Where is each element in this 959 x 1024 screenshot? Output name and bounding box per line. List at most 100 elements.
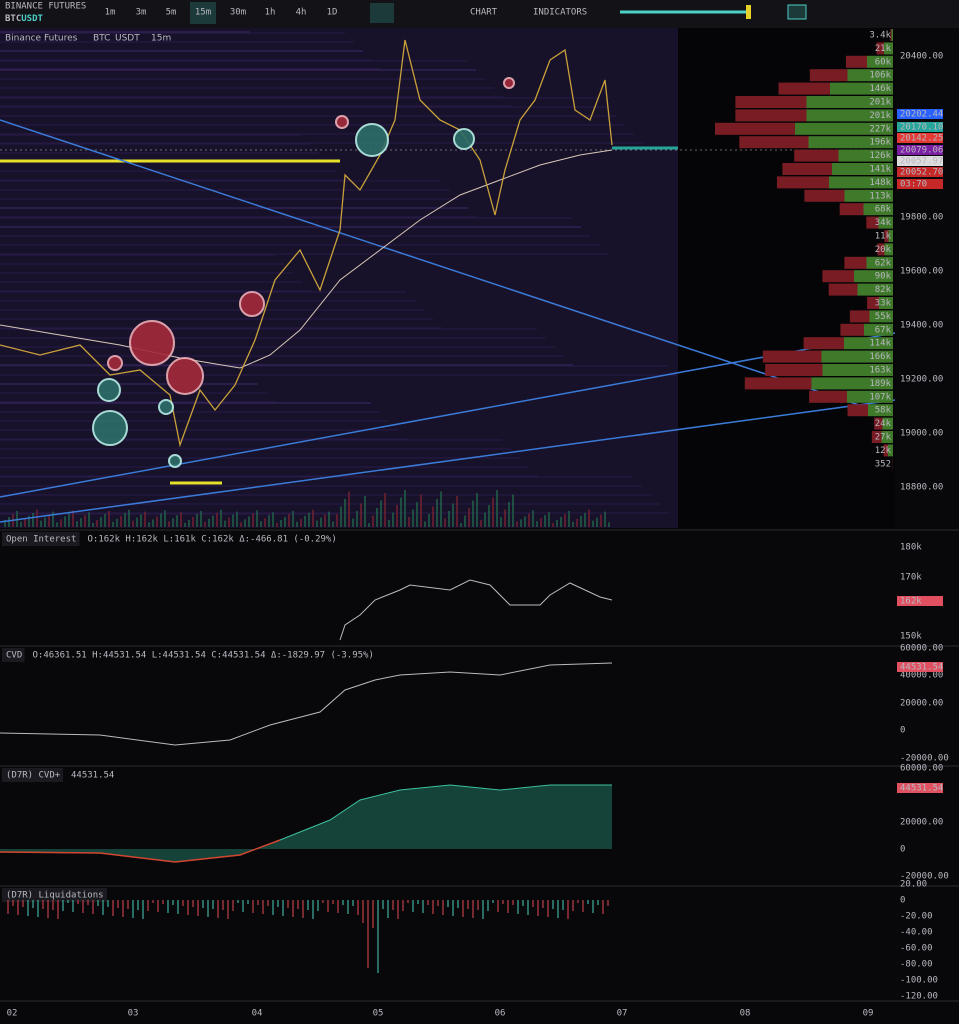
timeframe-button[interactable]: 4h xyxy=(296,8,307,18)
timeframe-button[interactable]: 1D xyxy=(327,8,338,18)
volume-bar xyxy=(348,491,350,527)
chart-type-button[interactable] xyxy=(370,3,394,23)
volume-bar xyxy=(444,518,446,527)
volume-profile-label: 141k xyxy=(869,165,891,175)
volume-bar xyxy=(112,521,114,527)
volume-profile-bar xyxy=(839,203,893,216)
volume-bar xyxy=(152,519,154,527)
panel-stats: 44531.54 xyxy=(71,771,114,781)
price-tag-label: 20170.10 xyxy=(900,123,943,133)
slider-handle[interactable] xyxy=(746,5,751,19)
volume-bar xyxy=(520,519,522,527)
screen-button[interactable] xyxy=(787,4,807,20)
volume-bar xyxy=(360,503,362,527)
volume-bar xyxy=(80,518,82,527)
volume-bar xyxy=(600,514,602,527)
timeframe-button[interactable]: 1m xyxy=(105,8,116,18)
price-tag-label: 03:70 xyxy=(900,180,927,190)
volume-bar xyxy=(380,500,382,527)
volume-bar xyxy=(388,520,390,527)
volume-bar xyxy=(508,502,510,527)
timeframe-button[interactable]: 1h xyxy=(265,8,276,18)
trade-bubble xyxy=(107,355,123,371)
price-tag-label: 20202.44 xyxy=(900,110,943,120)
volume-bar xyxy=(224,520,226,527)
volume-bar xyxy=(308,512,310,527)
timeframe-button[interactable]: 30m xyxy=(230,8,246,18)
volume-bar xyxy=(256,510,258,527)
volume-bar xyxy=(356,511,358,527)
volume-profile-label: 227k xyxy=(869,124,891,134)
volume-profile-label: 82k xyxy=(875,285,892,295)
volume-bar xyxy=(500,517,502,527)
volume-profile-label: 20k xyxy=(875,245,892,255)
trend-line xyxy=(0,399,896,523)
volume-bar xyxy=(52,511,54,527)
volume-profile-label: 126k xyxy=(869,151,891,161)
panel-tick-label: 20000.00 xyxy=(900,699,943,709)
volume-bar xyxy=(464,515,466,527)
volume-bar xyxy=(168,521,170,527)
volume-bar xyxy=(396,505,398,527)
volume-profile-label: 113k xyxy=(869,191,891,201)
volume-bar xyxy=(8,517,10,527)
volume-bar xyxy=(492,497,494,527)
trade-bubble xyxy=(158,399,174,415)
volume-bar xyxy=(264,518,266,527)
panel-tick-label: 40000.00 xyxy=(900,671,943,681)
panel-tick-label: -20000.00 xyxy=(900,872,949,882)
price-tick-label: 19800.00 xyxy=(900,213,943,223)
panel-tick-label: -80.00 xyxy=(900,960,933,970)
volume-profile-bar xyxy=(739,136,893,149)
volume-bar xyxy=(248,516,250,527)
volume-bar xyxy=(468,508,470,527)
volume-bar xyxy=(100,517,102,527)
volume-profile-bar xyxy=(847,404,893,417)
volume-bar xyxy=(504,509,506,527)
trade-bubble xyxy=(92,410,128,446)
volume-profile-bar xyxy=(866,216,893,229)
trade-bubble xyxy=(239,291,265,317)
symbol: BTCUSDT xyxy=(5,14,44,24)
volume-bar xyxy=(232,514,234,527)
volume-profile-label: 21k xyxy=(875,44,892,54)
volume-profile-bar xyxy=(844,256,893,269)
panel-tag-label: 44531.54 xyxy=(900,784,943,794)
volume-bar xyxy=(104,514,106,527)
timeframe-button[interactable]: 15m xyxy=(195,8,211,18)
price-axis xyxy=(895,28,959,528)
volume-bar xyxy=(296,521,298,527)
indicators-button[interactable]: INDICATORS xyxy=(533,8,587,18)
price-tag xyxy=(897,109,943,119)
volume-bar xyxy=(372,515,374,527)
volume-bar xyxy=(72,510,74,527)
volume-bar xyxy=(488,505,490,527)
x-tick-label: 03 xyxy=(128,1009,139,1019)
panel-tag xyxy=(897,662,943,672)
panel-title: CVD xyxy=(6,651,22,661)
volume-profile-bar xyxy=(782,163,893,175)
panel-title-bg xyxy=(2,532,80,546)
panel-tick-label: -40.00 xyxy=(900,928,933,938)
panel-tag-label: 162k xyxy=(900,597,922,607)
volume-profile-bar xyxy=(735,109,893,122)
timeframe-button[interactable]: 3m xyxy=(136,8,147,18)
volume-bar xyxy=(528,513,530,527)
timeframe-button[interactable]: 5m xyxy=(166,8,177,18)
volume-bar xyxy=(56,522,58,527)
volume-bar xyxy=(584,512,586,527)
volume-profile-label: 68k xyxy=(875,205,892,215)
volume-bar xyxy=(132,520,134,527)
chart-button[interactable]: CHART xyxy=(470,8,498,18)
volume-bar xyxy=(344,499,346,527)
volume-bar xyxy=(592,520,594,527)
volume-bar xyxy=(292,511,294,527)
timeframe-active-bg xyxy=(190,2,216,24)
volume-bar xyxy=(48,514,50,527)
panel-tick-label: 180k xyxy=(900,543,922,553)
volume-bar xyxy=(568,511,570,527)
volume-bar xyxy=(436,499,438,527)
volume-bar xyxy=(76,521,78,527)
